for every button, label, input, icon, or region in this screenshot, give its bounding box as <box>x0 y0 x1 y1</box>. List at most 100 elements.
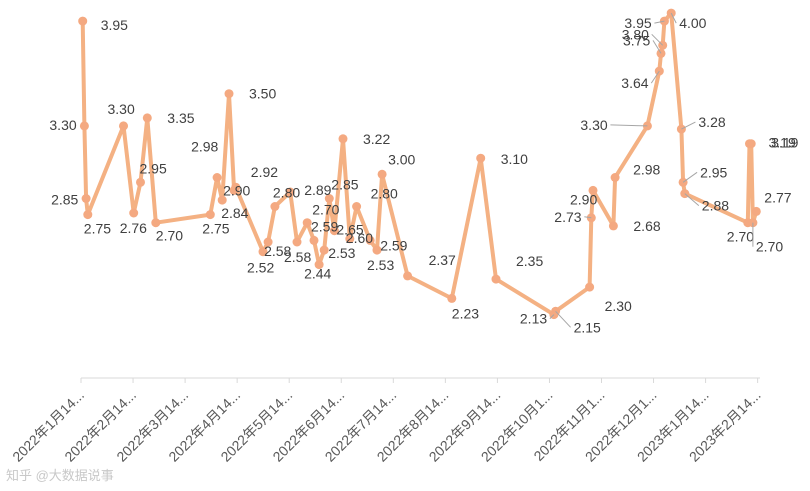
data-point <box>285 187 295 197</box>
data-point <box>79 121 89 131</box>
data-label: 3.95 <box>624 15 651 31</box>
leader-line <box>652 40 662 54</box>
data-label: 2.80 <box>273 185 300 201</box>
data-label: 2.30 <box>605 298 632 314</box>
data-point <box>329 226 339 236</box>
data-label: 3.22 <box>363 131 390 147</box>
data-label: 2.76 <box>120 220 147 236</box>
data-label: 2.98 <box>191 139 218 155</box>
data-label: 2.44 <box>304 266 331 282</box>
data-label: 2.77 <box>764 189 791 205</box>
leader-line <box>584 216 592 219</box>
data-label: 3.30 <box>49 117 76 133</box>
data-point <box>751 206 761 216</box>
data-label: 2.70 <box>727 229 754 245</box>
data-point <box>491 274 501 284</box>
data-label: 3.75 <box>623 32 650 48</box>
data-point <box>319 245 329 255</box>
data-label: 2.90 <box>223 182 250 198</box>
data-point <box>338 134 348 144</box>
data-label: 3.19 <box>769 135 796 151</box>
data-label: 2.65 <box>336 222 363 238</box>
watermark: 知乎 @大数据说事 <box>6 468 114 483</box>
data-label: 2.98 <box>633 162 660 178</box>
data-label: 2.75 <box>202 221 229 237</box>
data-point <box>309 235 319 245</box>
data-point <box>270 202 280 211</box>
data-label: 2.59 <box>380 237 407 253</box>
data-point <box>403 271 413 281</box>
data-label: 2.68 <box>633 218 660 234</box>
data-label: 2.85 <box>331 177 358 193</box>
data-label: 3.30 <box>108 101 135 117</box>
data-label: 2.70 <box>156 228 183 244</box>
data-point <box>365 235 375 245</box>
data-point <box>302 218 312 228</box>
data-point <box>129 208 139 218</box>
data-label: 2.13 <box>520 311 547 327</box>
data-label: 3.95 <box>101 17 128 33</box>
data-point <box>136 177 145 187</box>
data-point <box>585 282 595 292</box>
data-label: 2.59 <box>311 218 338 234</box>
data-point <box>151 218 161 228</box>
data-point <box>231 182 241 192</box>
data-label: 2.73 <box>554 209 581 225</box>
data-point <box>324 194 334 203</box>
data-label: 2.58 <box>264 243 291 259</box>
data-label: 3.00 <box>388 151 415 167</box>
data-label: 3.50 <box>249 86 276 102</box>
data-point <box>610 173 620 182</box>
data-label: 2.75 <box>84 221 111 237</box>
data-label: 2.80 <box>371 186 398 202</box>
data-point <box>217 195 227 205</box>
data-point <box>263 237 273 247</box>
data-point <box>258 247 268 257</box>
leader-line <box>670 12 677 24</box>
data-label: 2.52 <box>247 260 274 276</box>
data-point <box>746 139 756 149</box>
leader-line <box>610 124 648 127</box>
data-label: 2.37 <box>429 252 456 268</box>
data-label: 4.00 <box>679 15 706 31</box>
data-label: 2.53 <box>367 257 394 273</box>
data-label: 2.85 <box>51 192 78 208</box>
data-point <box>292 237 302 247</box>
data-point <box>352 202 362 211</box>
leader-line <box>654 20 665 24</box>
data-label: 3.10 <box>501 151 528 167</box>
data-label: 2.70 <box>312 202 339 218</box>
leader-line <box>555 310 571 328</box>
leader-line <box>650 70 660 84</box>
data-point <box>608 221 618 231</box>
x-axis: 2022年1月14...2022年2月14...2022年3月14...2022… <box>9 377 764 465</box>
data-point <box>476 153 486 163</box>
data-label: 2.95 <box>140 160 167 176</box>
leader-line <box>549 314 555 319</box>
leader-line <box>684 193 700 206</box>
data-label: 2.58 <box>284 249 311 265</box>
data-label: 3.35 <box>167 110 194 126</box>
data-label: 2.23 <box>452 305 479 321</box>
data-label: 2.15 <box>574 319 601 335</box>
data-label: 3.80 <box>622 26 649 42</box>
data-label: 2.92 <box>251 164 278 180</box>
data-label: 2.95 <box>700 164 727 180</box>
data-label: 2.35 <box>516 253 543 269</box>
data-point <box>83 210 93 220</box>
data-label: 3.64 <box>621 75 648 91</box>
leader-line <box>681 121 696 130</box>
data-label: 3.19 <box>771 135 798 151</box>
data-label: 3.28 <box>698 114 725 130</box>
data-point <box>205 210 215 220</box>
data-point <box>314 260 324 270</box>
data-point <box>372 245 382 255</box>
leader-line <box>682 171 698 183</box>
data-point <box>345 234 355 244</box>
data-label: 2.84 <box>221 205 248 221</box>
data-point <box>81 194 91 203</box>
data-label: 2.70 <box>756 239 783 255</box>
data-point <box>142 113 152 123</box>
